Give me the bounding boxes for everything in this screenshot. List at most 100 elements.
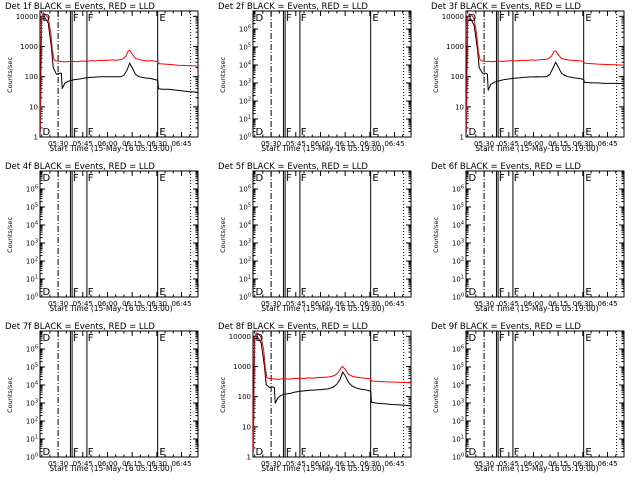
y-tick-label: 101	[452, 435, 464, 444]
segment-marker-top: D	[255, 173, 263, 184]
segment-marker-bottom: F	[301, 127, 307, 138]
x-tick-label: 06:15	[548, 460, 568, 468]
segment-marker-bottom: E	[372, 447, 378, 458]
segment-marker-top: D	[468, 333, 476, 344]
x-tick-label: 05:30	[48, 300, 68, 308]
segment-marker-top: E	[159, 173, 165, 184]
panel-title: Det 4f BLACK = Events, RED = LLD	[5, 162, 155, 172]
y-axis-label: Counts/sec	[219, 57, 227, 93]
segment-marker-top: F	[514, 13, 520, 24]
y-tick-label: 104	[452, 381, 464, 390]
x-tick-label: 05:30	[48, 460, 68, 468]
y-tick-label: 103	[239, 239, 251, 248]
x-tick-label: 05:45	[286, 140, 306, 148]
x-tick-label: 06:00	[310, 460, 330, 468]
y-tick-label: 105	[452, 363, 464, 372]
x-tick-label: 06:45	[384, 300, 404, 308]
y-tick-label: 106	[452, 345, 464, 354]
y-tick-label: 103	[452, 239, 464, 248]
segment-marker-top: F	[514, 173, 520, 184]
segment-marker-top: F	[73, 333, 79, 344]
y-tick-label: 102	[26, 257, 38, 266]
segment-marker-bottom: D	[42, 287, 50, 298]
y-tick-label: 1000	[20, 43, 38, 51]
segment-marker-bottom: F	[88, 447, 94, 458]
x-tick-label: 05:45	[499, 300, 519, 308]
plot-frame	[39, 10, 199, 138]
y-tick-label: 10000	[229, 333, 251, 341]
x-tick-label: 06:15	[548, 300, 568, 308]
x-tick-label: 05:45	[286, 460, 306, 468]
x-tick-label: 05:30	[261, 140, 281, 148]
segment-marker-top: F	[499, 333, 505, 344]
panel-det-1f: Det 1f BLACK = Events, RED = LLD Start T…	[5, 2, 199, 153]
segment-marker-top: F	[301, 333, 307, 344]
panel-title: Det 8f BLACK = Events, RED = LLD	[218, 322, 368, 332]
segment-marker-top: F	[88, 173, 94, 184]
x-tick-label: 06:30	[147, 460, 167, 468]
segment-marker-top: F	[301, 173, 307, 184]
y-tick-label: 104	[452, 221, 464, 230]
y-axis-label: Counts/sec	[219, 217, 227, 253]
segment-marker-top: F	[88, 333, 94, 344]
segment-marker-bottom: F	[514, 287, 520, 298]
x-axis-label: Start Time (15-May-16 05:19:00)	[261, 144, 384, 153]
x-tick-label: 06:30	[360, 140, 380, 148]
plot-frame	[465, 10, 625, 138]
x-tick-label: 05:30	[474, 460, 494, 468]
segment-marker-bottom: F	[88, 287, 94, 298]
panel-title: Det 3f BLACK = Events, RED = LLD	[431, 2, 581, 12]
segment-marker-bottom: E	[159, 127, 165, 138]
segment-marker-top: D	[255, 13, 263, 24]
y-tick-label: 101	[239, 275, 251, 284]
events-series-line	[39, 17, 199, 132]
y-axis-label: Counts/sec	[6, 217, 14, 253]
y-tick-label: 105	[26, 203, 38, 212]
y-tick-label: 10000	[16, 13, 38, 21]
y-tick-label: 104	[26, 381, 38, 390]
x-tick-label: 06:45	[597, 300, 617, 308]
x-tick-label: 05:30	[474, 300, 494, 308]
segment-marker-bottom: E	[372, 287, 378, 298]
y-tick-label: 101	[452, 275, 464, 284]
x-axis-label: Start Time (15-May-16 05:19:00)	[261, 304, 384, 313]
x-tick-label: 06:30	[573, 300, 593, 308]
y-axis-label: Counts/sec	[6, 377, 14, 413]
x-tick-label: 06:30	[147, 140, 167, 148]
y-tick-label: 100	[452, 293, 464, 302]
x-tick-label: 06:30	[147, 300, 167, 308]
x-tick-label: 06:45	[171, 300, 191, 308]
y-tick-label: 100	[239, 133, 251, 142]
segment-marker-top: E	[372, 333, 378, 344]
x-axis-label: Start Time (15-May-16 05:19:00)	[261, 464, 384, 473]
y-tick-label: 100	[452, 453, 464, 462]
segment-marker-top: F	[73, 13, 79, 24]
y-tick-label: 100	[239, 293, 251, 302]
segment-marker-bottom: D	[468, 447, 476, 458]
segment-marker-bottom: D	[255, 287, 263, 298]
y-axis-label: Counts/sec	[6, 57, 14, 93]
segment-marker-top: E	[159, 333, 165, 344]
x-tick-label: 06:30	[573, 140, 593, 148]
segment-marker-bottom: E	[372, 127, 378, 138]
y-tick-label: 100	[25, 73, 38, 81]
segment-marker-top: E	[372, 13, 378, 24]
x-tick-label: 06:45	[597, 460, 617, 468]
segment-marker-bottom: F	[73, 447, 79, 458]
segment-marker-bottom: E	[159, 447, 165, 458]
y-tick-label: 10	[242, 423, 251, 431]
segment-marker-top: D	[42, 13, 50, 24]
segment-marker-bottom: E	[585, 127, 591, 138]
segment-marker-bottom: E	[159, 287, 165, 298]
y-tick-label: 106	[239, 185, 251, 194]
x-tick-label: 06:30	[360, 460, 380, 468]
y-tick-label: 104	[239, 221, 251, 230]
y-tick-label: 103	[452, 399, 464, 408]
panel-det-5f: Det 5f BLACK = Events, RED = LLD Start T…	[218, 162, 412, 313]
y-tick-label: 106	[239, 25, 251, 34]
x-tick-label: 06:45	[171, 460, 191, 468]
segment-marker-bottom: D	[255, 447, 263, 458]
y-tick-label: 103	[26, 399, 38, 408]
segment-marker-top: E	[585, 173, 591, 184]
x-tick-label: 06:15	[335, 300, 355, 308]
